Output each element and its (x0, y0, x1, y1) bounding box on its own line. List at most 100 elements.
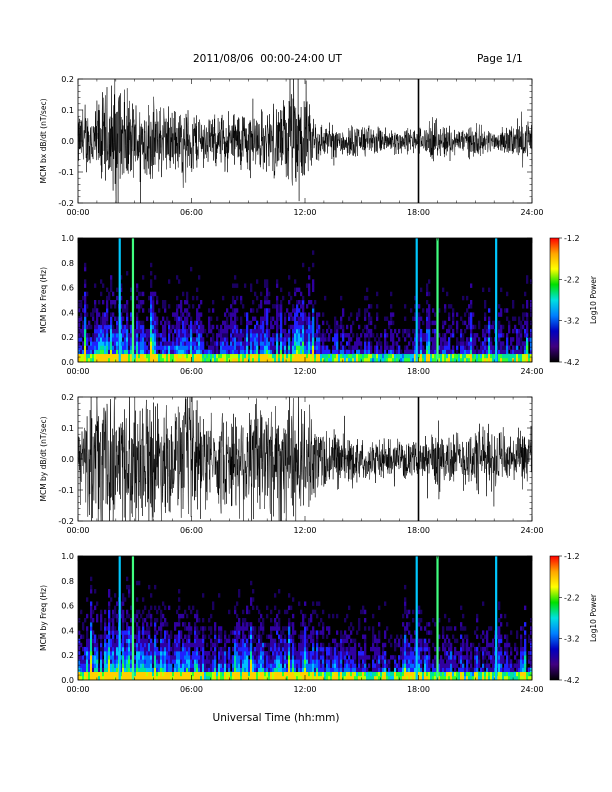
spectrogram-cell (364, 312, 367, 317)
spectrogram-cell (224, 638, 227, 644)
spectrogram-cell (262, 328, 265, 334)
spectrogram-cell (448, 328, 451, 334)
spectrogram-cell (392, 320, 395, 326)
spectrogram-cell (326, 651, 329, 656)
spectrogram-cell (150, 651, 153, 656)
y-tick-label: -0.1 (58, 168, 74, 177)
spectrogram-cell (244, 667, 247, 673)
spectrogram-cell (318, 345, 321, 350)
spectrogram-cell (90, 589, 93, 594)
spectrogram-cell (294, 308, 297, 313)
spectrogram-cell (332, 638, 335, 644)
spectrogram-cell (102, 634, 105, 639)
spectrogram-cell (478, 337, 481, 342)
spectrogram-cell (336, 630, 339, 635)
spectrogram-cell (338, 671, 341, 677)
spectrogram-cell (376, 353, 379, 359)
spectrogram-cell (444, 667, 447, 673)
spectrogram-cell (100, 279, 103, 284)
spectrogram-cell (310, 328, 313, 334)
spectrogram-cell (206, 667, 209, 673)
spectrogram-cell (160, 659, 163, 664)
spectrogram-cell (196, 671, 199, 677)
spectrogram-cell (428, 646, 431, 652)
spectrogram-cell (124, 345, 127, 350)
spectrogram-cell (148, 655, 151, 660)
spectrogram-cell (368, 353, 371, 359)
spectrogram-cell (78, 638, 81, 644)
spectrogram-cell (80, 357, 83, 363)
spectrogram-cell (142, 300, 145, 305)
spectrogram-cell (526, 357, 529, 363)
spectrogram-cell (354, 341, 357, 346)
spectrogram-cell (198, 353, 201, 359)
spectrogram-cell (426, 671, 429, 677)
spectrogram-cell (284, 312, 287, 317)
spectrogram-cell (296, 353, 299, 359)
spectrogram-cell (286, 671, 289, 677)
spectrogram-cell (318, 622, 321, 627)
spectrogram-cell (230, 328, 233, 334)
spectrogram-cell (142, 320, 145, 326)
spectrogram-cell (144, 337, 147, 342)
spectrogram-cell (294, 655, 297, 660)
spectrogram-cell (388, 324, 391, 330)
spectrogram-cell (104, 651, 107, 656)
spectrogram-cell (330, 353, 333, 359)
spectrogram-cell (260, 349, 263, 355)
spectrogram-cell (82, 659, 85, 664)
spectrogram-cell (306, 646, 309, 652)
spectrogram-cell (434, 312, 437, 317)
spectrogram-cell (280, 630, 283, 635)
spectrogram-cell (224, 349, 227, 355)
spectrogram-cell (124, 630, 127, 635)
spectrogram-cell (246, 357, 249, 363)
spectrogram-cell (468, 357, 471, 363)
spectrogram-cell (386, 659, 389, 664)
spectrogram-cell (110, 671, 113, 677)
spectrogram-cell (478, 324, 481, 330)
spectrogram-cell (394, 675, 397, 681)
spectrogram-cell (150, 642, 153, 648)
spectrogram-cell (428, 663, 431, 668)
spectrogram-cell (486, 345, 489, 350)
spectrogram-cell (238, 589, 241, 594)
spectrogram-cell (404, 663, 407, 668)
spectrogram-cell (492, 353, 495, 359)
spectrogram-cell (154, 328, 157, 334)
spectrogram-cell (426, 283, 429, 288)
spectrogram-cell (116, 642, 119, 648)
spectrogram-cell (150, 613, 153, 619)
spectrogram-cell (346, 333, 349, 338)
spectrogram-cell (404, 353, 407, 359)
spectrogram-cell (486, 659, 489, 664)
spectrogram-cell (456, 345, 459, 350)
spectrogram-cell (122, 655, 125, 660)
spectrogram-cell (258, 667, 261, 673)
spectrogram-cell (252, 638, 255, 644)
spectrogram-cell (96, 316, 99, 321)
spectrogram-cell (470, 663, 473, 668)
spectrogram-cell (136, 320, 139, 326)
spectrogram-cell (348, 634, 351, 639)
spectrogram-cell (274, 659, 277, 664)
spectrogram-cell (426, 333, 429, 338)
spectrogram-cell (480, 671, 483, 677)
spectrogram-cell (232, 646, 235, 652)
spectrogram-cell (406, 626, 409, 631)
spectrogram-cell (304, 613, 307, 619)
spectrogram-cell (374, 671, 377, 677)
spectrogram-cell (442, 333, 445, 338)
spectrogram-cell (258, 634, 261, 639)
spectrogram-cell (102, 337, 105, 342)
spectrogram-cell (442, 659, 445, 664)
spectrogram-cell (130, 634, 133, 639)
spectrogram-cell (448, 324, 451, 330)
spectrogram-cell (88, 671, 91, 677)
spectrogram-cell (270, 675, 273, 681)
spectrogram-cell (288, 345, 291, 350)
spectrogram-cell (440, 667, 443, 673)
spectrogram-cell (180, 341, 183, 346)
spectrogram-cell (130, 626, 133, 631)
spectrogram-cell (88, 324, 91, 330)
